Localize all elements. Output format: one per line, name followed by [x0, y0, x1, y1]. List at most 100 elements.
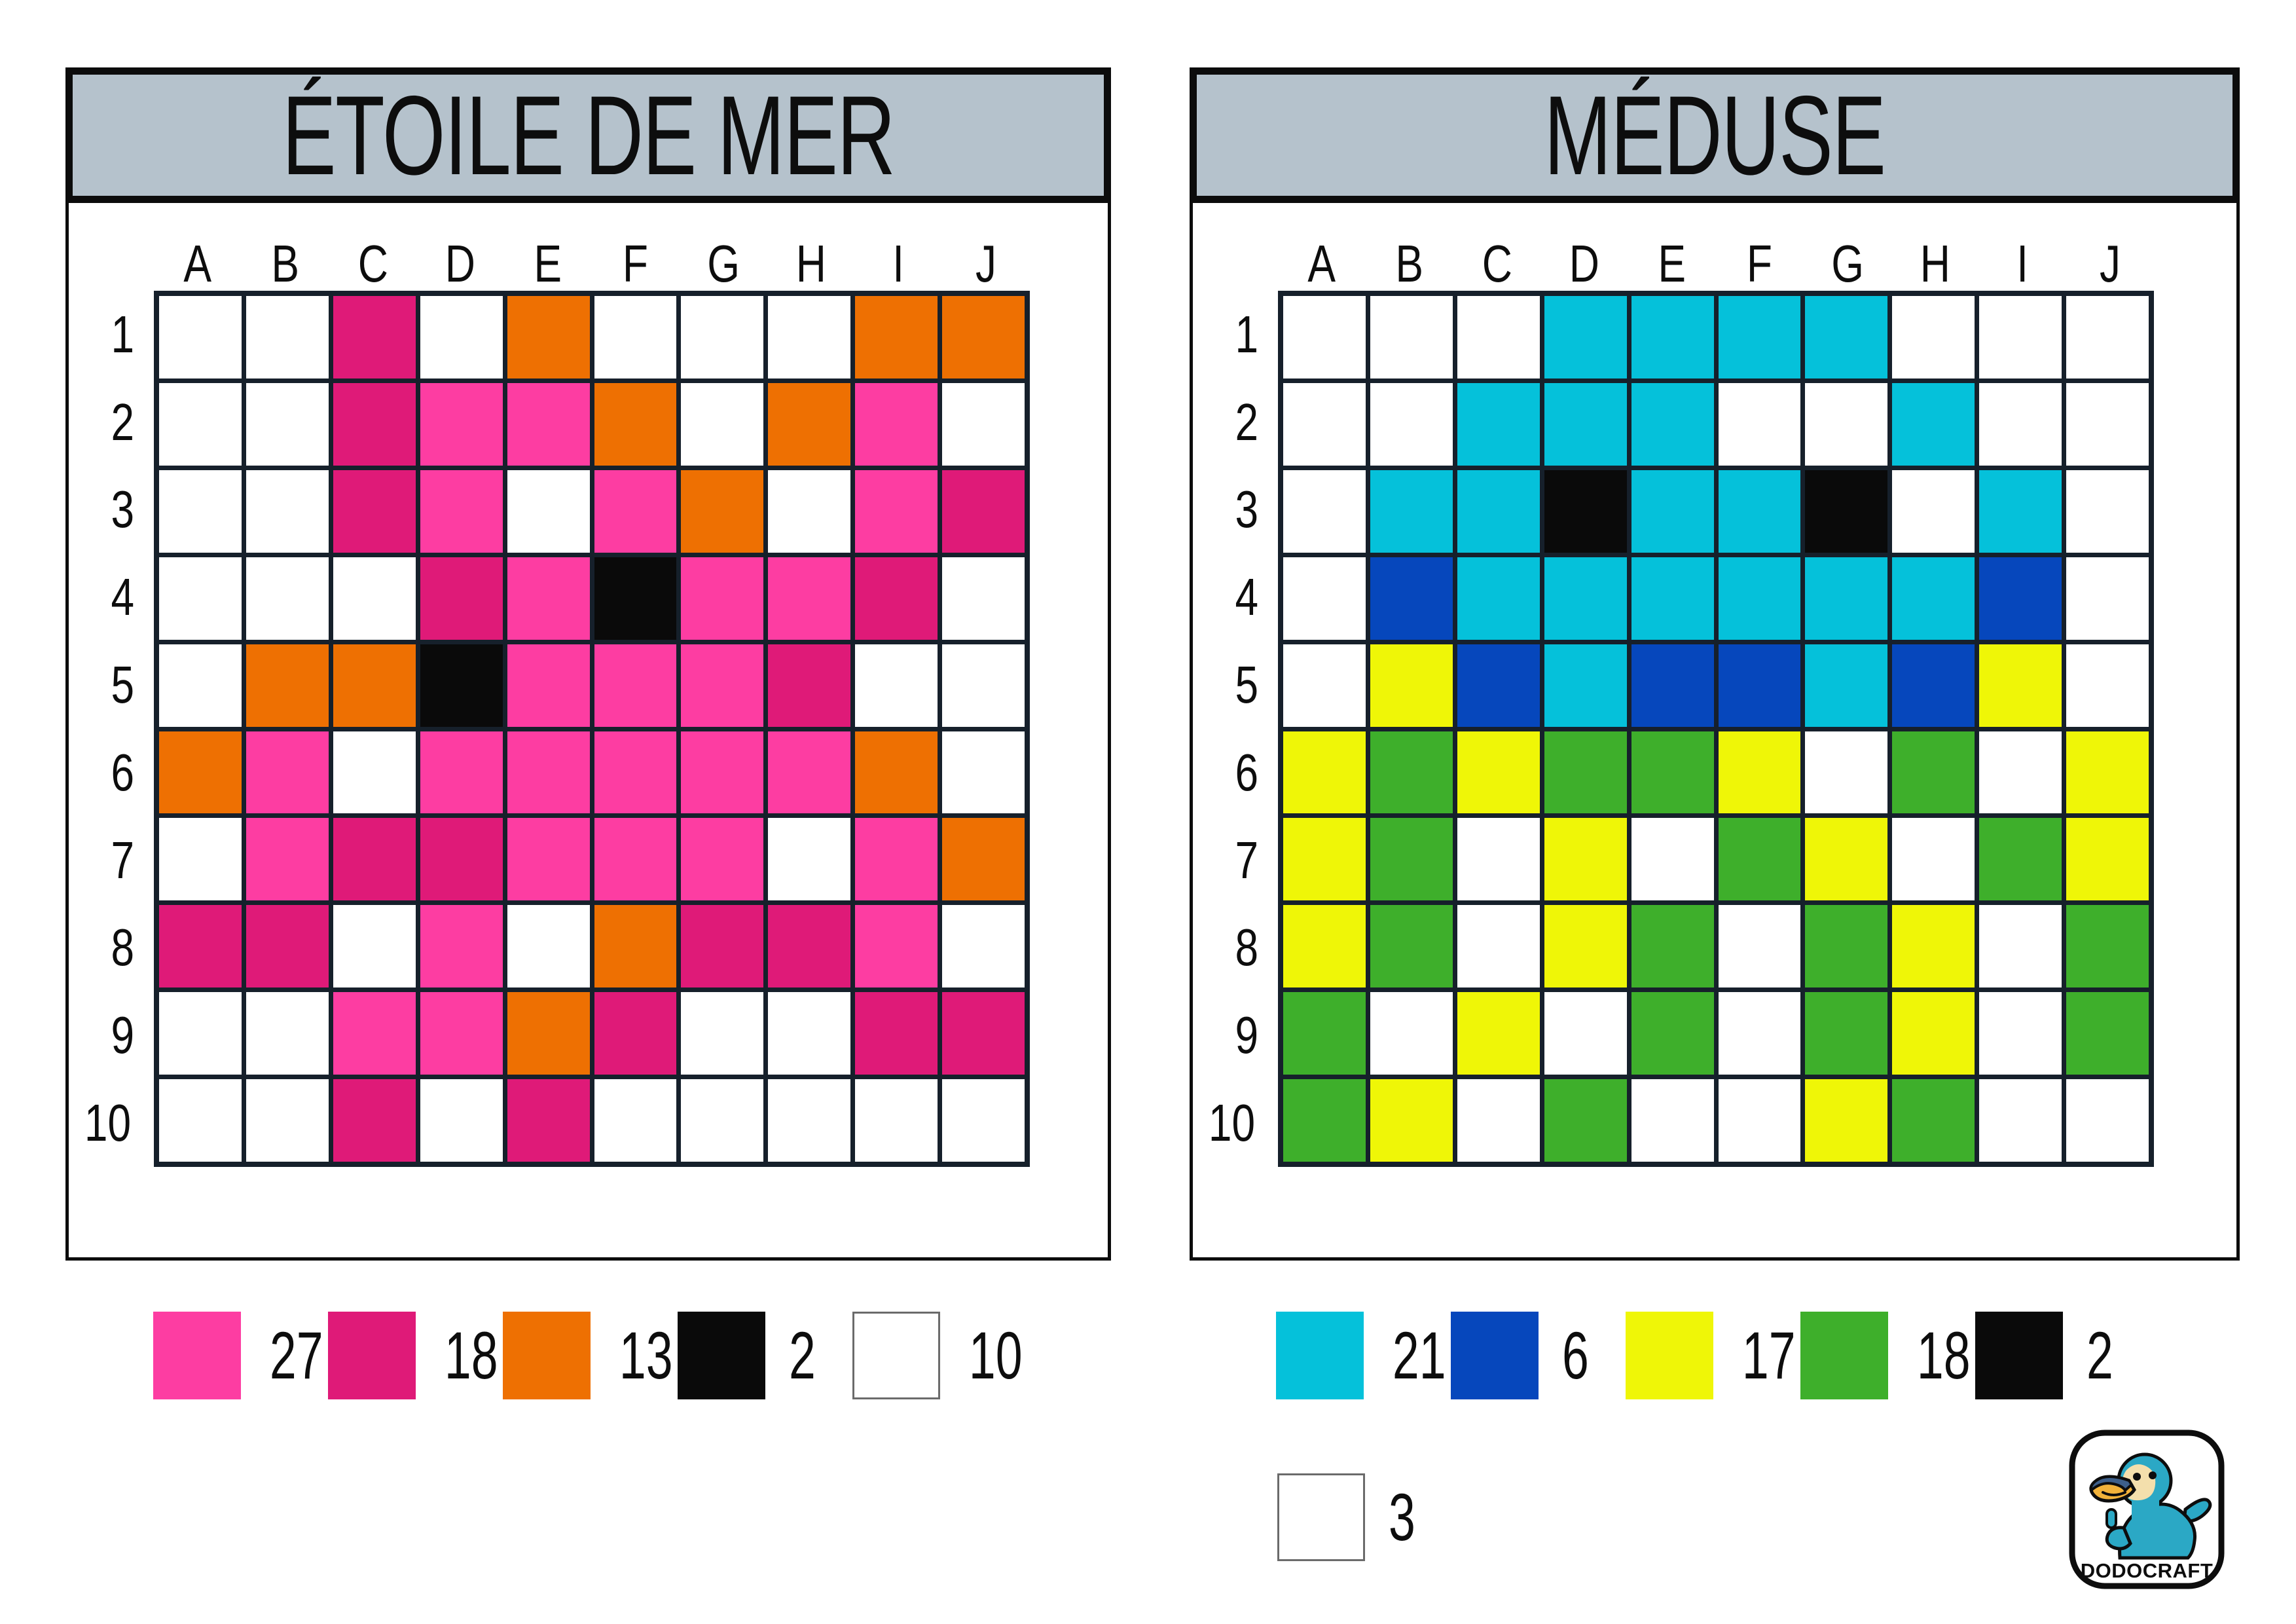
legend-item-yellow: 17	[1626, 1312, 1800, 1399]
black-swatch	[1975, 1312, 2063, 1399]
column-label-A: A	[1307, 234, 1336, 293]
grid-cell-E7-pink	[507, 818, 590, 901]
grid-cell-E9-green	[1631, 992, 1714, 1075]
grid-cell-C2-cyan	[1457, 382, 1540, 466]
grid-cell-D8-pink	[420, 905, 503, 988]
grid-cell-C4-white	[333, 557, 416, 640]
grid-cell-G1-white	[681, 296, 764, 378]
legend-item-white: 10	[852, 1312, 1027, 1399]
grid-cell-I1-orange	[855, 296, 938, 378]
row-label-2: 2	[1234, 392, 1258, 451]
column-label-J: J	[975, 234, 997, 293]
grid-cell-B10-white	[246, 1079, 329, 1162]
grid-cell-G6-white	[1805, 731, 1888, 814]
etoile-title-bar: ÉTOILE DE MER	[65, 67, 1111, 203]
grid-cell-A10-green	[1283, 1079, 1366, 1162]
grid-cell-G10-white	[681, 1079, 764, 1162]
grid-cell-I4-blue	[1979, 557, 2062, 640]
grid-cell-G1-cyan	[1805, 296, 1888, 378]
grid-cell-J9-dark-pink	[942, 992, 1025, 1075]
grid-cell-J6-yellow	[2066, 731, 2149, 814]
grid-cell-H4-pink	[768, 557, 851, 640]
grid-cell-J2-white	[942, 382, 1025, 466]
column-label-B: B	[1395, 234, 1424, 293]
grid-cell-G3-black	[1805, 470, 1888, 553]
grid-cell-I10-white	[1979, 1079, 2062, 1162]
grid-cell-E4-pink	[507, 557, 590, 640]
grid-cell-H4-cyan	[1892, 557, 1975, 640]
grid-cell-J7-orange	[942, 818, 1025, 901]
grid-cell-F1-cyan	[1718, 296, 1801, 378]
grid-cell-J2-white	[2066, 382, 2149, 466]
grid-cell-C10-dark-pink	[333, 1079, 416, 1162]
grid-cell-H8-dark-pink	[768, 905, 851, 988]
legend-item-white: 3	[1277, 1473, 1452, 1561]
grid-cell-D2-cyan	[1544, 382, 1627, 466]
column-label-F: F	[623, 234, 649, 293]
grid-cell-I2-white	[1979, 382, 2062, 466]
grid-cell-E7-white	[1631, 818, 1714, 901]
grid-cell-H3-white	[768, 470, 851, 553]
grid-cell-G4-cyan	[1805, 557, 1888, 640]
grid-cell-D7-dark-pink	[420, 818, 503, 901]
grid-cell-G3-orange	[681, 470, 764, 553]
grid-cell-J3-white	[2066, 470, 2149, 553]
grid-cell-F5-pink	[594, 644, 677, 727]
grid-cell-F6-yellow	[1718, 731, 1801, 814]
grid-cell-A7-yellow	[1283, 818, 1366, 901]
legend-item-green: 18	[1800, 1312, 1975, 1399]
meduse-legend-row1: 21 6 17 18 2	[1276, 1312, 2150, 1399]
column-label-I: I	[892, 234, 905, 293]
grid-cell-F3-pink	[594, 470, 677, 553]
grid-cell-J5-white	[942, 644, 1025, 727]
grid-cell-J9-green	[2066, 992, 2149, 1075]
grid-cell-D9-white	[1544, 992, 1627, 1075]
grid-cell-F10-white	[594, 1079, 677, 1162]
grid-cell-I9-dark-pink	[855, 992, 938, 1075]
column-label-E: E	[1658, 234, 1686, 293]
grid-cell-D3-black	[1544, 470, 1627, 553]
legend-item-dark-pink: 18	[328, 1312, 503, 1399]
grid-cell-G4-pink	[681, 557, 764, 640]
grid-cell-F1-white	[594, 296, 677, 378]
grid-cell-H2-cyan	[1892, 382, 1975, 466]
grid-cell-F9-dark-pink	[594, 992, 677, 1075]
grid-cell-J10-white	[2066, 1079, 2149, 1162]
dodocraft-logo: DODOCRAFT	[2069, 1430, 2225, 1589]
grid-cell-D6-green	[1544, 731, 1627, 814]
grid-cell-A3-white	[159, 470, 242, 553]
row-label-6: 6	[1234, 743, 1258, 802]
grid-cell-D10-green	[1544, 1079, 1627, 1162]
green-swatch	[1800, 1312, 1888, 1399]
grid-cell-J3-dark-pink	[942, 470, 1025, 553]
legend-count-blue: 6	[1561, 1318, 1589, 1393]
grid-cell-C4-cyan	[1457, 557, 1540, 640]
grid-cell-I5-white	[855, 644, 938, 727]
grid-cell-C2-dark-pink	[333, 382, 416, 466]
grid-cell-I7-pink	[855, 818, 938, 901]
grid-cell-D4-dark-pink	[420, 557, 503, 640]
row-label-1: 1	[110, 304, 134, 363]
row-label-2: 2	[110, 392, 134, 451]
dodo-bird-illustration	[2089, 1452, 2212, 1560]
grid-cell-A2-white	[1283, 382, 1366, 466]
grid-cell-I4-dark-pink	[855, 557, 938, 640]
grid-cell-B6-pink	[246, 731, 329, 814]
grid-cell-A9-green	[1283, 992, 1366, 1075]
grid-cell-F7-pink	[594, 818, 677, 901]
grid-cell-A3-white	[1283, 470, 1366, 553]
grid-cell-G2-white	[681, 382, 764, 466]
legend-count-yellow: 17	[1741, 1318, 1796, 1393]
grid-cell-G7-pink	[681, 818, 764, 901]
grid-cell-G9-white	[681, 992, 764, 1075]
grid-cell-G5-cyan	[1805, 644, 1888, 727]
grid-cell-B9-white	[1370, 992, 1453, 1075]
etoile-row-labels: 1 2 3 4 5 6 7 8 9 10	[69, 291, 151, 1167]
legend-count-cyan: 21	[1392, 1318, 1446, 1393]
grid-cell-E4-cyan	[1631, 557, 1714, 640]
grid-cell-A1-white	[159, 296, 242, 378]
grid-cell-B8-dark-pink	[246, 905, 329, 988]
etoile-pixel-grid	[154, 291, 1030, 1167]
column-label-B: B	[271, 234, 300, 293]
